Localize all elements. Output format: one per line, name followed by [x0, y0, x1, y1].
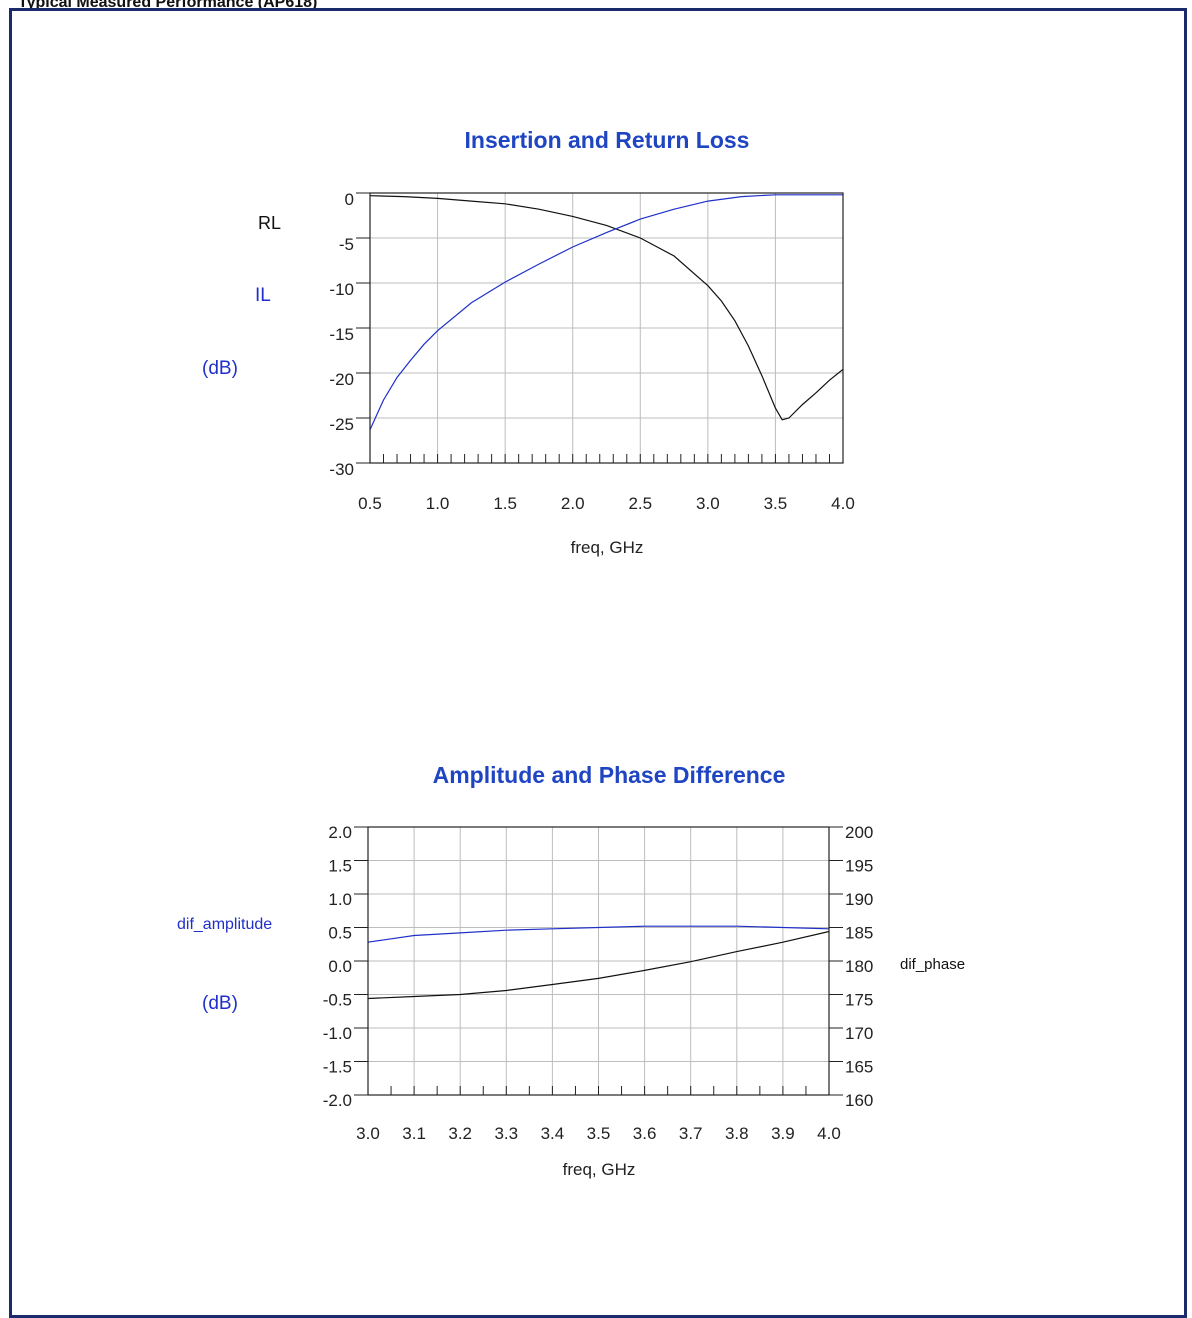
chart1-y-tick-label: -10: [329, 280, 354, 299]
chart2-y-tick-label: 0.5: [328, 924, 352, 943]
chart2-y-tick-label: 0.0: [328, 957, 352, 976]
chart1-y-tick-label: -30: [329, 460, 354, 479]
chart2-grid: [367, 826, 830, 1096]
chart1-series: [369, 194, 844, 430]
chart1-y-tick-label: 0: [345, 190, 354, 209]
chart2-left-series-label: dif_amplitude: [177, 916, 272, 933]
chart1-y-tick-label: -15: [329, 325, 354, 344]
chart2-y2-tick-labels: 200 195 190 185 180 175 170 165 160: [845, 823, 873, 1110]
chart2-y-tick-label: 1.0: [328, 890, 352, 909]
chart2-y-tick-label: -1.0: [323, 1024, 352, 1043]
chart2-series: [367, 925, 830, 1000]
chart2-y-tick-label: 1.5: [328, 857, 352, 876]
chart2-y2-tick-label: 200: [845, 823, 873, 842]
chart2-x-tick-label: 3.4: [541, 1124, 565, 1143]
chart-insertion-return-loss: Insertion and Return Loss 0.5 1.0 1.5 2.0 2.…: [202, 127, 855, 557]
chart1-x-tick-label: 0.5: [358, 494, 382, 513]
chart1-series-rl: [369, 195, 844, 421]
chart2-x-tick-label: 3.1: [402, 1124, 426, 1143]
chart1-y-tick-label: -5: [339, 235, 354, 254]
chart2-y2-tick-label: 175: [845, 991, 873, 1010]
chart1-x-tick-label: 3.0: [696, 494, 720, 513]
chart2-x-axis-label: freq, GHz: [563, 1160, 636, 1179]
chart2-y2-tick-label: 190: [845, 890, 873, 909]
chart2-x-tick-label: 4.0: [817, 1124, 841, 1143]
chart2-y2-tick-label: 165: [845, 1058, 873, 1077]
chart1-series-il: [369, 194, 843, 430]
chart1-y-tick-label: -25: [329, 415, 354, 434]
chart2-y-tick-labels: 2.0 1.5 1.0 0.5 0.0 -0.5 -1.0 -1.5 -2.0: [323, 823, 352, 1110]
chart2-y2-tick-label: 180: [845, 957, 873, 976]
chart2-x-tick-label: 3.9: [771, 1124, 795, 1143]
chart2-right-series-label: dif_phase: [900, 956, 965, 973]
chart2-series-dif-amplitude: [367, 925, 830, 943]
chart2-y-tick-label: -2.0: [323, 1091, 352, 1110]
chart2-title: Amplitude and Phase Difference: [433, 762, 786, 788]
chart1-x-tick-label: 3.5: [764, 494, 788, 513]
chart1-x-tick-label: 2.5: [628, 494, 652, 513]
chart-amplitude-phase-difference: Amplitude and Phase Difference 3.0 3.1 3.2…: [177, 762, 965, 1179]
chart2-y2-tick-label: 185: [845, 924, 873, 943]
chart2-x-tick-label: 3.5: [587, 1124, 611, 1143]
chart2-y2-tick-label: 195: [845, 857, 873, 876]
chart2-y-tick-label: -1.5: [323, 1058, 352, 1077]
chart1-y-axis-label: (dB): [202, 358, 238, 379]
chart2-x-tick-labels: 3.0 3.1 3.2 3.3 3.4 3.5 3.6 3.7 3.8 3.9 4.0: [356, 1124, 841, 1143]
chart2-tick-marks: [354, 826, 843, 1096]
chart1-title: Insertion and Return Loss: [465, 127, 750, 153]
chart2-x-tick-label: 3.3: [494, 1124, 518, 1143]
chart1-x-tick-label: 1.5: [493, 494, 517, 513]
chart2-y2-tick-label: 170: [845, 1024, 873, 1043]
chart2-y-tick-label: 2.0: [328, 823, 352, 842]
chart2-y-tick-label: -0.5: [323, 991, 352, 1010]
chart1-x-tick-labels: 0.5 1.0 1.5 2.0 2.5 3.0 3.5 4.0: [358, 494, 855, 513]
page-header: Typical Measured Performance (AP618): [18, 0, 318, 11]
chart1-legend-il: IL: [255, 285, 271, 306]
chart2-x-tick-label: 3.0: [356, 1124, 380, 1143]
chart1-x-tick-label: 4.0: [831, 494, 855, 513]
chart2-series-dif-phase: [367, 930, 830, 1000]
chart2-x-tick-label: 3.8: [725, 1124, 749, 1143]
chart1-x-tick-label: 2.0: [561, 494, 585, 513]
chart2-y-axis-label: (dB): [202, 993, 238, 1014]
chart2-x-tick-label: 3.2: [448, 1124, 472, 1143]
chart2-x-tick-label: 3.6: [633, 1124, 657, 1143]
chart1-legend-rl: RL: [258, 213, 281, 233]
chart1-tick-marks: [356, 192, 844, 464]
chart1-x-tick-label: 1.0: [426, 494, 450, 513]
chart2-x-tick-label: 3.7: [679, 1124, 703, 1143]
chart1-y-tick-label: -20: [329, 370, 354, 389]
chart2-y2-tick-label: 160: [845, 1091, 873, 1110]
chart1-y-tick-labels: 0 -5 -10 -15 -20 -25 -30: [329, 190, 354, 479]
chart1-x-axis-label: freq, GHz: [571, 538, 644, 557]
